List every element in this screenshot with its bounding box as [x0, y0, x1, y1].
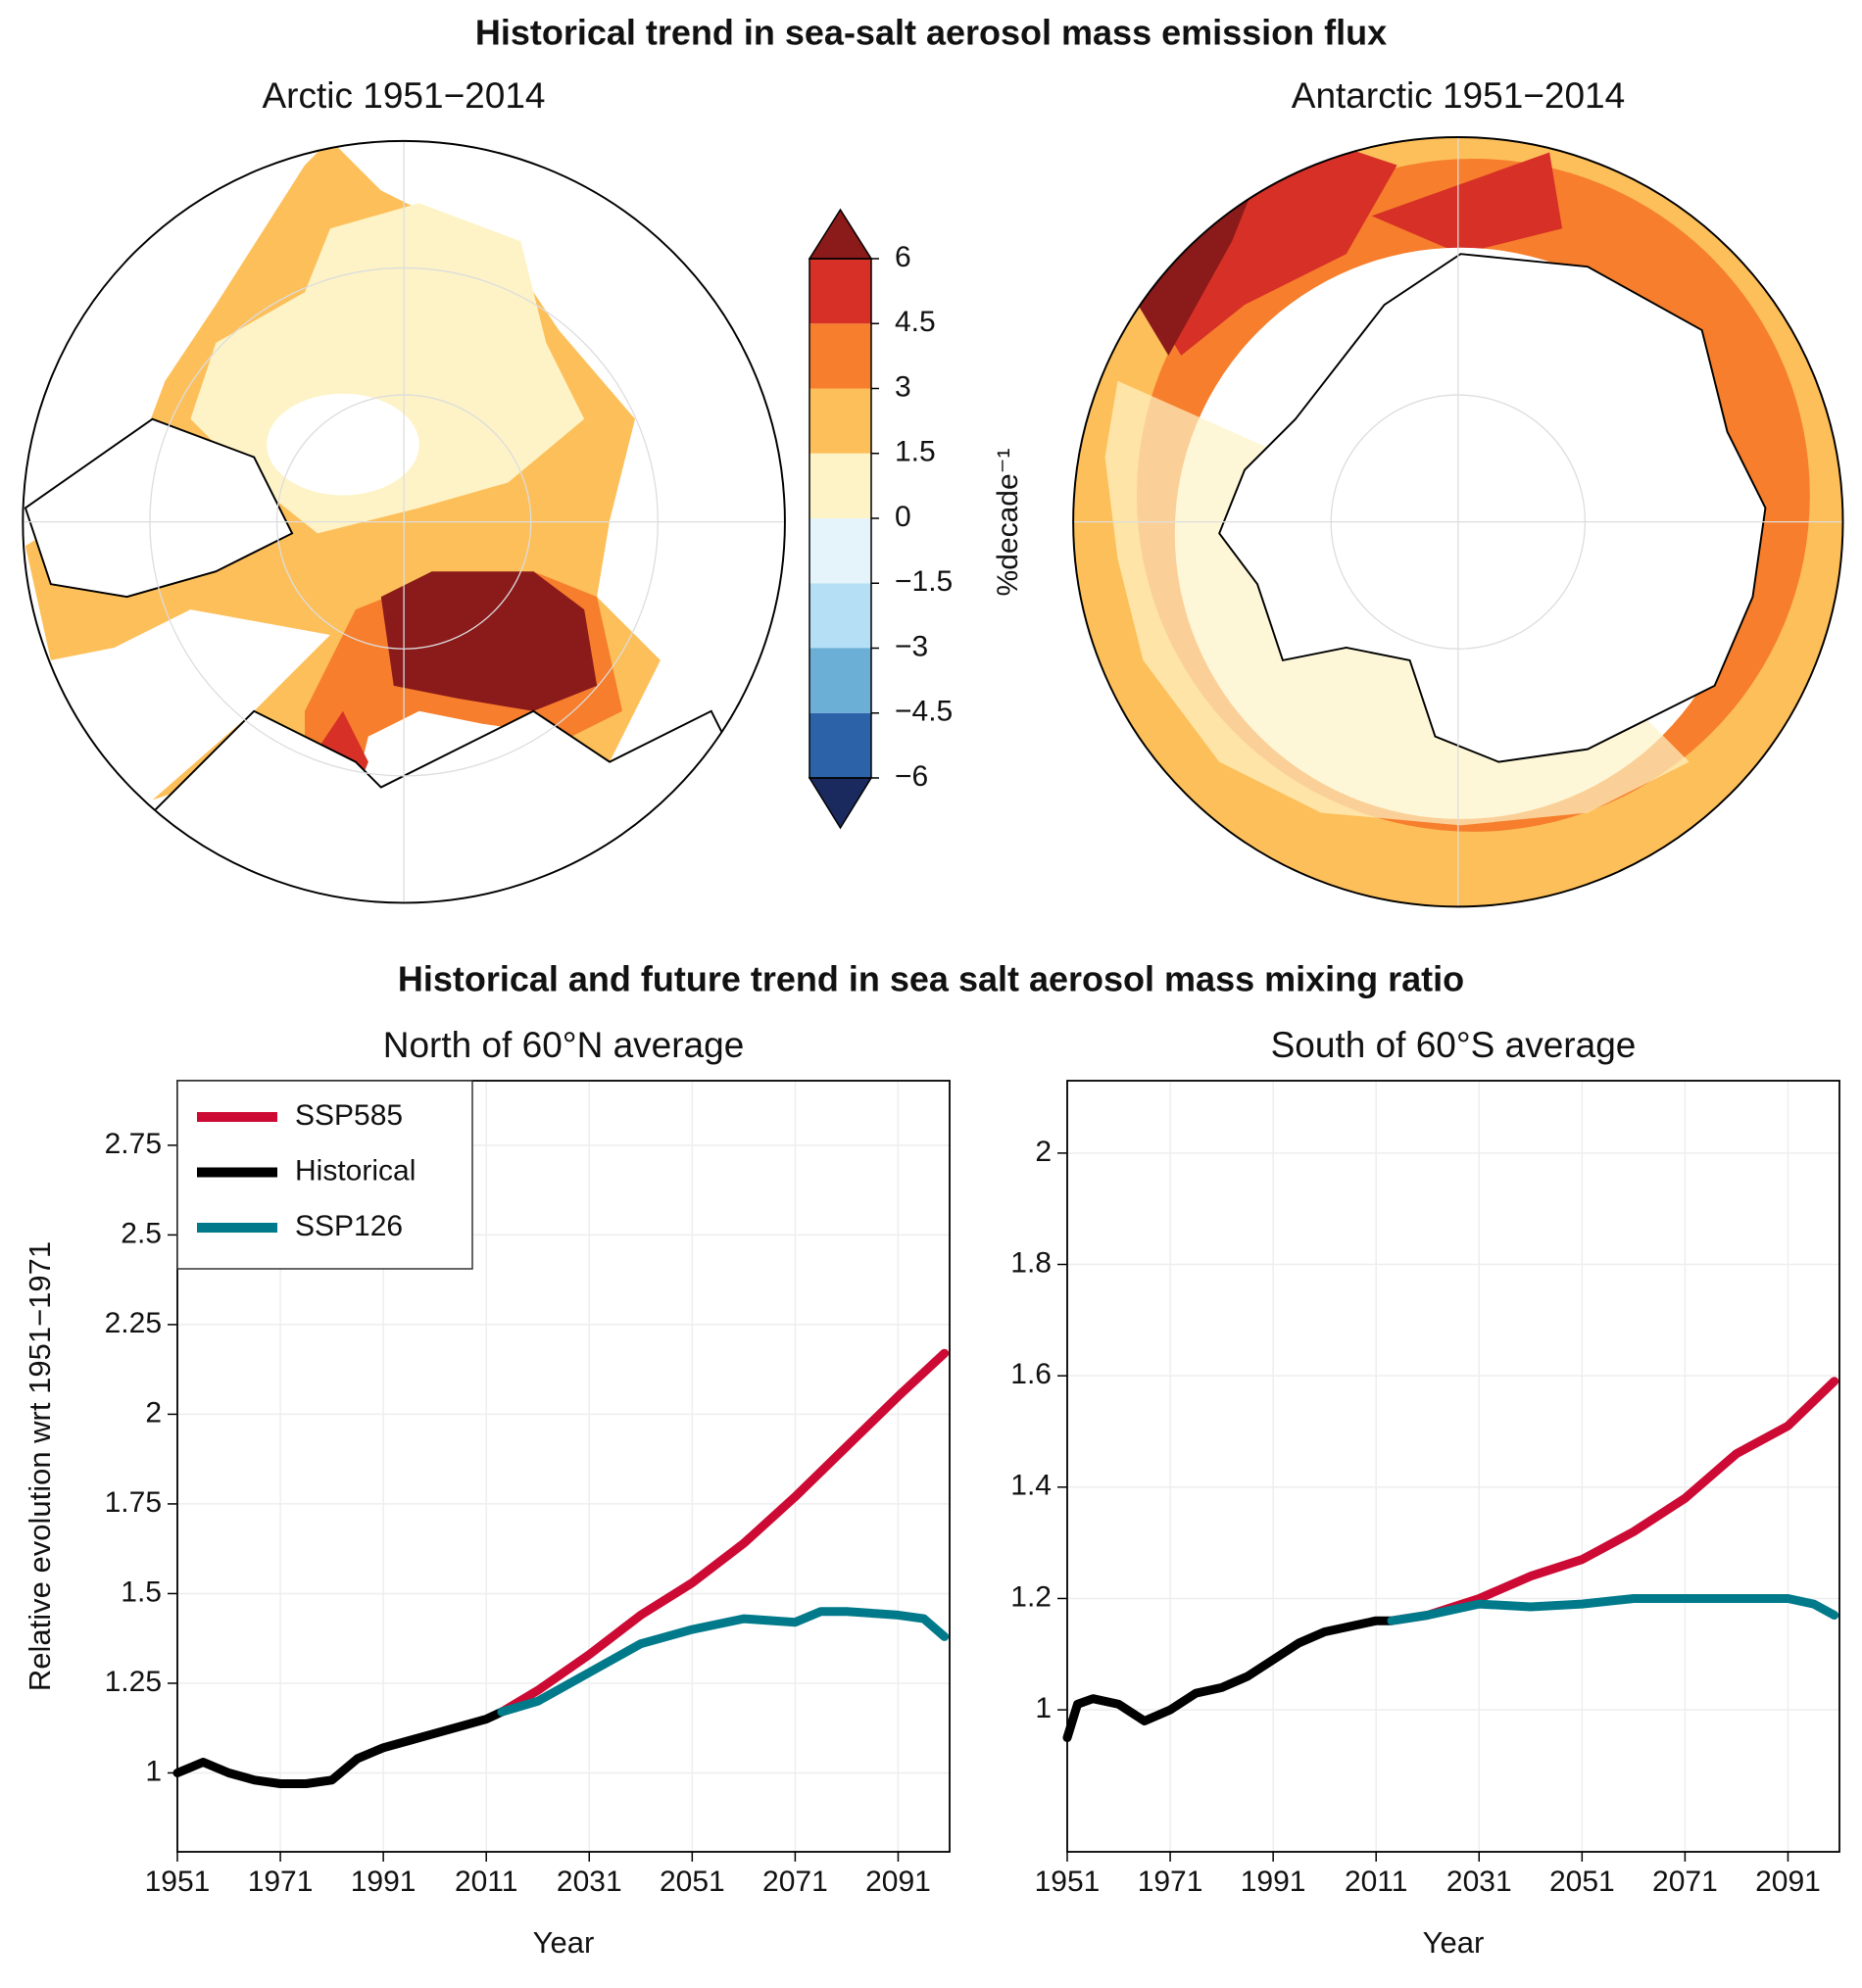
y-tick-label: 1.8	[1010, 1246, 1052, 1279]
series-line	[1387, 1594, 1839, 1625]
y-tick-label: 1.6	[1010, 1358, 1052, 1390]
colorbar-tick-label: 1.5	[895, 436, 936, 468]
x-axis-label: Year	[1423, 1925, 1485, 1960]
x-tick-label: 2031	[557, 1866, 622, 1898]
colorbar-band	[809, 583, 871, 649]
colorbar-tick-label: −6	[895, 760, 928, 793]
y-tick-label: 2	[1035, 1136, 1052, 1168]
y-axis-label: Relative evolution wrt 1951−1971	[23, 1241, 57, 1691]
arctic-map	[22, 139, 786, 904]
antarctic-map	[1072, 135, 1844, 908]
x-tick-label: 1991	[1241, 1866, 1306, 1898]
x-tick-label: 2011	[455, 1866, 518, 1898]
colorbar-tick-label: 0	[895, 501, 911, 533]
x-axis-label: Year	[533, 1925, 595, 1960]
series-line	[172, 1707, 507, 1788]
map-title: Arctic 1951−2014	[262, 75, 545, 116]
chart-title: North of 60°N average	[383, 1025, 745, 1065]
legend-label: SSP126	[295, 1210, 403, 1242]
x-tick-label: 2071	[1652, 1866, 1718, 1898]
y-tick-label: 1.25	[105, 1666, 162, 1698]
colorbar-tick-label: 4.5	[895, 306, 936, 338]
colorbar-band	[809, 518, 871, 584]
x-tick-label: 2051	[660, 1866, 725, 1898]
x-tick-label: 1991	[351, 1866, 416, 1898]
plot-frame	[1066, 1080, 1840, 1853]
x-tick-label: 1951	[145, 1866, 211, 1898]
x-tick-label: 1971	[1138, 1866, 1203, 1898]
colorbar-label: %decade⁻¹	[992, 449, 1024, 597]
y-tick-label: 1.4	[1010, 1470, 1052, 1502]
y-tick-label: 2	[145, 1396, 162, 1429]
colorbar-tick-label: 3	[895, 370, 911, 403]
x-tick-label: 1951	[1035, 1866, 1101, 1898]
colorbar-tick-label: −1.5	[895, 565, 953, 598]
colorbar-band	[809, 259, 871, 324]
section-title: Historical and future trend in sea salt …	[398, 959, 1464, 999]
series-line	[497, 1348, 950, 1717]
colorbar-band	[809, 712, 871, 778]
chart-title: South of 60°S average	[1271, 1025, 1637, 1065]
legend-label: SSP585	[295, 1099, 403, 1132]
map-title: Antarctic 1951−2014	[1292, 75, 1625, 116]
colorbar-extend	[808, 208, 873, 260]
y-tick-label: 1	[145, 1755, 162, 1787]
x-tick-label: 2071	[762, 1866, 828, 1898]
x-tick-label: 2011	[1345, 1866, 1408, 1898]
y-tick-label: 2.25	[105, 1307, 162, 1339]
x-tick-label: 1971	[248, 1866, 314, 1898]
colorbar-band	[809, 453, 871, 518]
figure-title: Historical trend in sea-salt aerosol mas…	[475, 13, 1387, 53]
x-tick-label: 2091	[1755, 1866, 1821, 1898]
y-tick-label: 2.75	[105, 1128, 162, 1160]
colorbar-tick-label: −4.5	[895, 696, 953, 728]
x-tick-label: 2091	[865, 1866, 931, 1898]
colorbar-band	[809, 323, 871, 389]
colorbar-band	[809, 388, 871, 454]
y-tick-label: 1.75	[105, 1486, 162, 1519]
plot-frame	[176, 1080, 951, 1853]
y-tick-label: 1.2	[1010, 1580, 1052, 1613]
series-line	[497, 1607, 950, 1717]
colorbar: −6 −4.5 −3 −1.5 0 1.5 3 4.5 6 %decade⁻¹	[808, 208, 1024, 830]
series-line	[1062, 1616, 1396, 1742]
colorbar-band	[809, 648, 871, 713]
colorbar-tick-label: 6	[895, 241, 911, 273]
y-tick-label: 1.5	[121, 1576, 162, 1608]
series-line	[1387, 1377, 1839, 1625]
x-tick-label: 2031	[1446, 1866, 1512, 1898]
colorbar-extend	[808, 777, 873, 830]
y-tick-label: 1	[1035, 1692, 1052, 1724]
x-tick-label: 2051	[1549, 1866, 1615, 1898]
colorbar-tick-label: −3	[895, 630, 928, 662]
y-tick-label: 2.5	[121, 1217, 162, 1249]
legend-label: Historical	[295, 1154, 416, 1187]
